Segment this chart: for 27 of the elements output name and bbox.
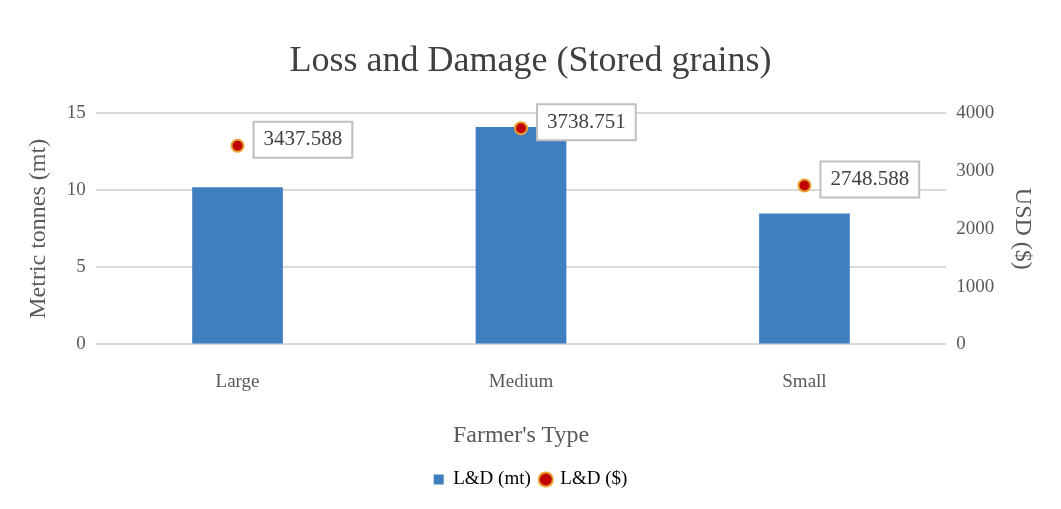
- x-axis-title: Farmer's Type: [452, 420, 590, 447]
- point: [514, 121, 528, 136]
- x-tick-label: Medium: [488, 369, 554, 391]
- x-tick-label: Large: [215, 369, 260, 391]
- x-tick-label: Small: [782, 369, 827, 391]
- y2-axis-title: USD ($): [1011, 187, 1038, 270]
- bar: [192, 187, 283, 344]
- data-label: 3437.588: [263, 126, 343, 151]
- data-label: 2748.588: [830, 166, 910, 191]
- y-axis-title: Metric tonnes (mt): [23, 138, 50, 319]
- y2-tick-label: 3000: [956, 158, 995, 180]
- bar: [475, 127, 567, 344]
- legend-label: L&D ($): [560, 467, 628, 490]
- legend-label: L&D (mt): [453, 467, 531, 490]
- y2-tick-label: 2000: [956, 216, 995, 238]
- y2-tick-label: 0: [956, 332, 966, 354]
- y-tick-label: 5: [76, 255, 86, 277]
- y2-tick-label: 1000: [956, 274, 995, 296]
- chart-title: Loss and Damage (Stored grains): [289, 39, 772, 80]
- point: [230, 138, 245, 153]
- y-tick-label: 10: [66, 178, 86, 200]
- y-tick-label: 15: [66, 101, 86, 123]
- point: [797, 178, 812, 193]
- data-label: 3738.751: [547, 108, 626, 133]
- bar: [759, 213, 850, 344]
- y-tick-label: 0: [76, 332, 86, 354]
- y2-tick-label: 4000: [956, 101, 995, 123]
